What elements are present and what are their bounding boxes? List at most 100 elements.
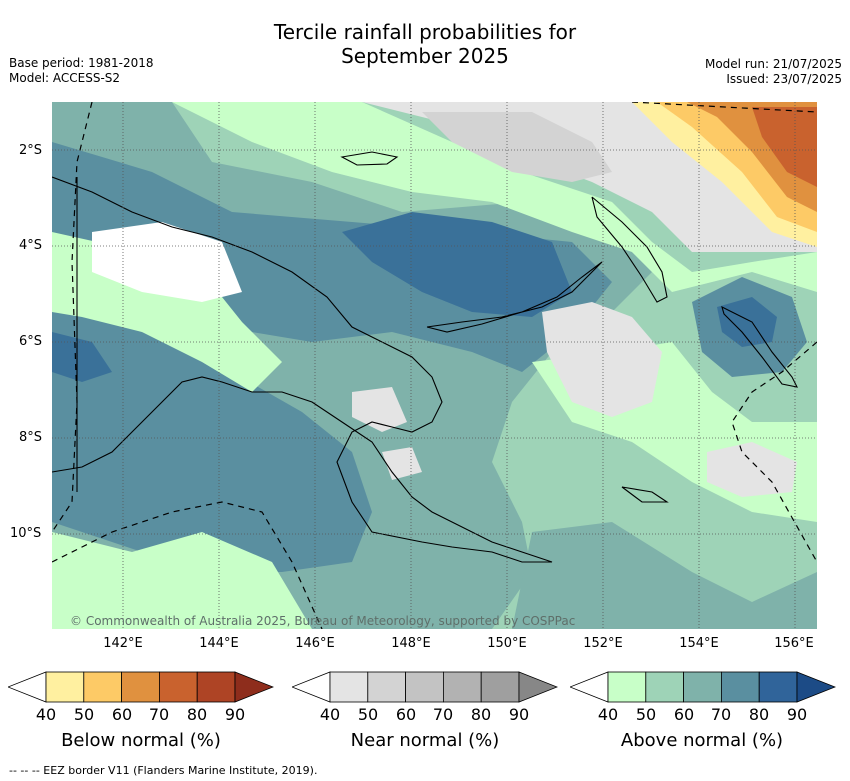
- meta-left: Base period: 1981-2018 Model: ACCESS-S2: [9, 56, 154, 86]
- tick-label: 60: [111, 705, 133, 724]
- above-normal-90-west: [52, 332, 112, 382]
- tick-label: 70: [148, 705, 170, 724]
- tick-label: 80: [470, 705, 492, 724]
- lat-label-4s: 4°S: [19, 238, 43, 253]
- colorbar-near-ticks: 40 50 60 70 80 90: [292, 705, 558, 727]
- above-normal-90-core: [342, 212, 572, 317]
- colorbar-near-title: Near normal (%): [350, 730, 500, 751]
- tick-label: 40: [597, 705, 619, 724]
- tick-label: 90: [508, 705, 530, 724]
- tick-label: 90: [224, 705, 246, 724]
- model-run-label: Model run: 21/07/2025: [704, 57, 842, 71]
- lon-label-148e: 148°E: [391, 636, 431, 651]
- lon-label-142e: 142°E: [103, 636, 143, 651]
- lon-label-144e: 144°E: [199, 636, 239, 651]
- colorbar-segment: [121, 671, 160, 703]
- near-normal-northwest: [92, 222, 242, 302]
- bougainville-coastline: [721, 305, 798, 388]
- colorbar-above-normal: [570, 671, 836, 703]
- eez-border-south: [52, 501, 323, 629]
- coastlines: [52, 151, 798, 563]
- colorbar-extend-low: [570, 671, 609, 703]
- tick-label: 40: [35, 705, 57, 724]
- colorbar-segment: [83, 671, 123, 703]
- near-normal-north-inner: [422, 112, 612, 182]
- colorbar-below-normal: [8, 671, 274, 703]
- colorbar-segment: [442, 671, 482, 703]
- title-line-2: September 2025: [341, 44, 509, 68]
- lon-label-152e: 152°E: [583, 636, 623, 651]
- tick-label: 70: [710, 705, 732, 724]
- tick-label: 60: [395, 705, 417, 724]
- lon-label-156e: 156°E: [774, 636, 814, 651]
- tick-label: 40: [319, 705, 341, 724]
- above-normal-50-south: [52, 532, 312, 629]
- page-title: Tercile rainfall probabilities for Septe…: [0, 20, 850, 68]
- gridlines: [52, 102, 817, 629]
- new-guinea-coastline: [52, 176, 553, 563]
- colorbar-above-title: Above normal (%): [620, 730, 784, 751]
- colorbar-segment: [158, 671, 198, 703]
- model-label: Model: ACCESS-S2: [9, 71, 121, 85]
- above-normal-70-region-south: [512, 522, 817, 629]
- above-normal-90-east: [717, 297, 777, 347]
- manus-coastline: [340, 151, 399, 166]
- colorbar-segment: [405, 671, 444, 703]
- tick-label: 80: [748, 705, 770, 724]
- colorbar-above-ticks: 40 50 60 70 80 90: [570, 705, 836, 727]
- eez-border-west: [52, 102, 93, 533]
- meta-right: Model run: 21/07/2025 Issued: 23/07/2025: [705, 57, 842, 87]
- lat-label-10s: 10°S: [10, 526, 42, 541]
- louisiade-islands: [621, 486, 669, 503]
- lat-label-2s: 2°S: [19, 143, 43, 158]
- tick-label: 80: [186, 705, 208, 724]
- colorbar-segment: [367, 671, 407, 703]
- near-normal-southeast: [707, 442, 797, 497]
- lat-label-8s: 8°S: [19, 430, 43, 445]
- lon-label-146e: 146°E: [295, 636, 335, 651]
- tick-label: 90: [786, 705, 808, 724]
- colorbar-extend-high: [234, 671, 274, 703]
- colorbar-extend-high: [796, 671, 836, 703]
- base-period-label: Base period: 1981-2018: [9, 56, 154, 70]
- colorbar-segment: [683, 671, 722, 703]
- new-ireland-coastline: [591, 196, 668, 303]
- lon-label-154e: 154°E: [679, 636, 719, 651]
- colorbar-below-title: Below normal (%): [61, 730, 221, 751]
- colorbar-extend-high: [518, 671, 558, 703]
- tick-label: 50: [357, 705, 379, 724]
- rainfall-map: [52, 102, 817, 629]
- eez-border-northeast: [631, 102, 817, 113]
- colorbar-segment: [45, 671, 85, 703]
- colorbar-segment: [607, 671, 647, 703]
- issued-label: Issued: 23/07/2025: [726, 72, 842, 86]
- eez-footnote: -- -- -- EEZ border V11 (Flanders Marine…: [9, 764, 318, 777]
- tick-label: 60: [673, 705, 695, 724]
- title-line-1: Tercile rainfall probabilities for: [273, 20, 577, 44]
- colorbar-extend-low: [8, 671, 47, 703]
- lon-label-150e: 150°E: [487, 636, 527, 651]
- above-normal-80-west: [52, 302, 372, 572]
- colorbar-extend-low: [292, 671, 331, 703]
- below-normal-80-region: [752, 107, 817, 187]
- lat-label-6s: 6°S: [19, 334, 43, 349]
- tick-label: 70: [432, 705, 454, 724]
- colorbar-segment: [329, 671, 369, 703]
- colorbar-segment: [720, 671, 760, 703]
- tick-label: 50: [73, 705, 95, 724]
- colorbar-segment: [758, 671, 798, 703]
- colorbar-near-normal: [292, 671, 558, 703]
- colorbar-below-ticks: 40 50 60 70 80 90: [8, 705, 274, 727]
- near-normal-east: [542, 302, 662, 417]
- tick-label: 50: [635, 705, 657, 724]
- copyright-notice: © Commonwealth of Australia 2025, Bureau…: [70, 614, 576, 628]
- above-normal-80-core: [52, 142, 612, 372]
- new-britain-coastline: [426, 261, 603, 333]
- near-normal-central: [352, 387, 407, 432]
- colorbar-segment: [196, 671, 236, 703]
- above-normal-50-north: [172, 102, 817, 292]
- colorbar-segment: [480, 671, 520, 703]
- eez-border-east: [731, 341, 817, 563]
- colorbar-segment: [645, 671, 685, 703]
- eez-borders: [52, 102, 817, 629]
